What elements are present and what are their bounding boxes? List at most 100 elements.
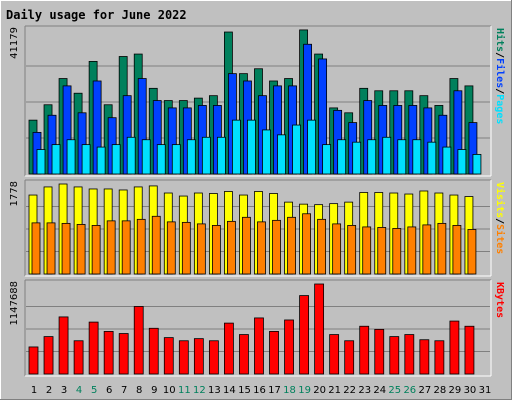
panel-max-label: 41179 [9, 27, 20, 59]
bar-kbytes [314, 283, 325, 375]
legend-entry: Sites [494, 224, 506, 254]
bar-kbytes [208, 340, 219, 375]
panel-legend: Hits/Files/Pages [494, 28, 506, 124]
bar-pages [352, 141, 362, 175]
legend-entry: Hits [494, 28, 506, 52]
bar-sites [437, 222, 447, 275]
bar-pages [36, 149, 46, 175]
bar-pages [81, 144, 91, 175]
panel-max-label: 1147688 [9, 281, 20, 326]
bar-sites [196, 223, 206, 275]
legend-entry: KBytes [494, 282, 505, 318]
day-label: 22 [343, 385, 356, 396]
bar-sites [452, 225, 462, 275]
day-label: 26 [403, 385, 416, 396]
bar-kbytes [269, 331, 279, 375]
bar-sites [136, 218, 146, 275]
legend-entry: / [494, 218, 505, 224]
legend-entry: / [494, 52, 505, 58]
bar-kbytes [434, 340, 445, 375]
bar-kbytes [284, 319, 294, 375]
bar-sites [467, 229, 477, 275]
day-label: 15 [238, 385, 251, 396]
bar-sites [257, 221, 266, 275]
bar-sites [272, 219, 281, 275]
bar-pages [216, 136, 226, 175]
day-label: 4 [76, 385, 82, 396]
bar-kbytes [178, 340, 189, 375]
legend-entry: / [494, 88, 505, 94]
panel-kbytes: 1147688 KBytes [9, 279, 505, 377]
bar-pages [126, 136, 136, 175]
bar-pages [186, 139, 196, 175]
bar-kbytes [224, 322, 234, 375]
bar-sites [31, 222, 41, 275]
series-sites [31, 213, 477, 275]
day-label: 23 [358, 385, 371, 396]
bar-sites [317, 218, 327, 275]
legend-entry: Files [494, 58, 506, 88]
bar-pages [141, 139, 151, 175]
bar-kbytes [148, 327, 159, 375]
bar-pages [201, 136, 211, 175]
day-label: 17 [268, 385, 281, 396]
bar-pages [292, 124, 301, 175]
bar-pages [277, 134, 286, 175]
day-label: 3 [61, 385, 67, 396]
panel-max-label: 1778 [9, 181, 20, 206]
day-label: 1 [31, 385, 37, 396]
bar-sites [377, 227, 387, 275]
bar-pages [472, 154, 482, 175]
series-kbytes [28, 283, 475, 375]
panel-legend: KBytes [494, 282, 505, 318]
day-label: 7 [121, 385, 127, 396]
legend-entry: Visits [494, 182, 506, 218]
panel-legend: Visits/Sites [494, 182, 506, 254]
bar-kbytes [329, 334, 340, 375]
day-label: 8 [136, 385, 142, 396]
day-label: 10 [163, 385, 176, 396]
bar-sites [166, 221, 176, 275]
bar-kbytes [344, 340, 355, 375]
bar-sites [392, 228, 402, 275]
bar-pages [171, 144, 181, 175]
bar-sites [287, 216, 296, 275]
bar-pages [382, 136, 392, 175]
panel-hits-files-pages: 41179 Hits/Files/Pages [9, 25, 506, 177]
bar-pages [412, 139, 422, 175]
bar-kbytes [28, 346, 39, 375]
bar-kbytes [404, 334, 415, 375]
bar-kbytes [133, 306, 144, 375]
bar-sites [227, 220, 236, 275]
bar-pages [262, 129, 271, 175]
day-label: 9 [151, 385, 157, 396]
day-label: 29 [449, 385, 462, 396]
bar-pages [111, 144, 121, 175]
day-label: 31 [479, 385, 492, 396]
bar-pages [51, 144, 61, 175]
bar-kbytes [389, 336, 400, 375]
day-label: 16 [253, 385, 266, 396]
bar-pages [156, 144, 166, 175]
bar-kbytes [88, 321, 99, 375]
day-label: 6 [106, 385, 112, 396]
bar-kbytes [464, 325, 475, 375]
bar-sites [362, 226, 372, 275]
bar-kbytes [43, 336, 54, 375]
bar-pages [322, 144, 332, 175]
bar-sites [211, 225, 221, 275]
bar-kbytes [374, 328, 385, 375]
bar-pages [427, 141, 437, 175]
bar-pages [397, 139, 407, 175]
bar-kbytes [58, 316, 69, 375]
bar-pages [232, 119, 241, 175]
bar-sites [91, 225, 101, 275]
bar-kbytes [193, 338, 204, 375]
day-label: 12 [193, 385, 206, 396]
day-label: 25 [388, 385, 401, 396]
bar-kbytes [163, 337, 174, 375]
bar-kbytes [239, 334, 249, 375]
